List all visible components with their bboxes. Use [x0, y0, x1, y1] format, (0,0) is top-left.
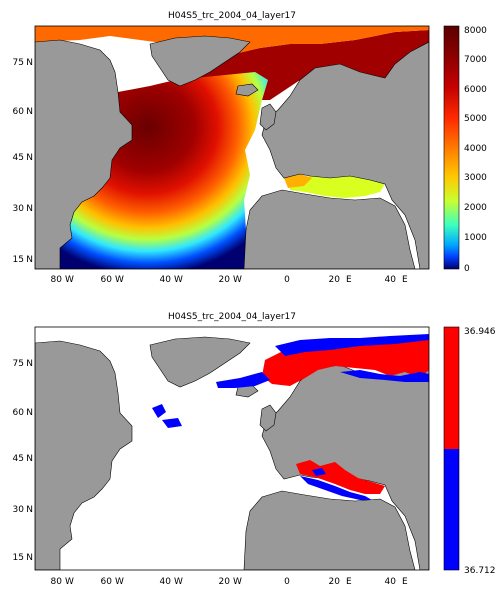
svg-text:N: N [26, 255, 33, 265]
panel-bottom: H04S5_trc_2004_04_layer17 7 [13, 312, 496, 587]
lon-label-20e: 20 [329, 275, 341, 285]
tracer-field-atlantic [60, 72, 268, 269]
colorbar-upper [444, 327, 459, 449]
land-europe [261, 41, 429, 269]
lon-labels: 80 W 60 W 40 W 20 W 0 20 E 40 E [51, 577, 408, 587]
land-iceland [235, 83, 259, 97]
lon-label-0: 0 [284, 275, 290, 285]
lon-label-0: 0 [284, 577, 290, 587]
panel-title: H04S5_trc_2004_04_layer17 [168, 11, 296, 21]
colorbar-gradient [443, 25, 460, 270]
cells-arctic-blue [216, 334, 429, 388]
map-frame [34, 326, 430, 571]
tracer-field-gibraltar [284, 174, 312, 188]
colorbar-tick: 36.946 [464, 327, 496, 337]
colorbar-tick: 7000 [464, 55, 487, 65]
colorbar-tick: 2000 [464, 203, 487, 213]
colorbar-tick: 36.712 [464, 566, 496, 576]
svg-text:N: N [26, 553, 33, 563]
lat-label-60: 60 [13, 107, 25, 117]
lat-labels: 75 N 60 N 45 N 30 N 15 N [13, 359, 33, 563]
svg-text:N: N [26, 58, 33, 68]
map-area [35, 327, 429, 570]
lat-label-45: 45 [13, 153, 24, 163]
land-north-america [35, 39, 133, 269]
lon-labels: 80 W 60 W 40 W 20 W 0 20 E 40 E [51, 275, 408, 285]
lat-label-75: 75 [13, 359, 24, 369]
svg-text:E: E [346, 275, 352, 285]
colorbar-tick: 6000 [464, 85, 487, 95]
land-greenland [149, 336, 251, 388]
colorbar-tick: 5000 [464, 114, 487, 124]
lat-label-60: 60 [13, 408, 25, 418]
lon-label-20w: 20 [219, 577, 231, 587]
land-british-isles [259, 103, 277, 131]
lon-label-40e: 40 [385, 275, 397, 285]
svg-text:W: W [233, 275, 242, 285]
svg-text:W: W [233, 577, 242, 587]
svg-text:W: W [115, 275, 124, 285]
lat-label-30: 30 [13, 204, 25, 214]
svg-text:N: N [26, 454, 33, 464]
land-greenland [149, 35, 251, 87]
lon-label-60w: 60 [101, 577, 113, 587]
lat-labels: 75 N 60 N 45 N 30 N 15 N [13, 58, 33, 265]
lat-label-30: 30 [13, 505, 25, 515]
threshold-cells [152, 334, 429, 500]
svg-text:N: N [26, 107, 33, 117]
colorbar-frame [443, 326, 460, 571]
land-north-america [35, 340, 133, 570]
lat-label-15: 15 [13, 553, 24, 563]
panel-title: H04S5_trc_2004_04_layer17 [168, 312, 296, 322]
lon-label-20e: 20 [329, 577, 341, 587]
map-frame [34, 25, 430, 270]
svg-text:W: W [174, 577, 183, 587]
svg-text:N: N [26, 153, 33, 163]
lon-label-40w: 40 [160, 577, 172, 587]
lon-label-40e: 40 [385, 577, 397, 587]
svg-text:W: W [65, 577, 74, 587]
cells-labrador-blue [152, 404, 182, 428]
tracer-field-mediterranean [290, 176, 385, 198]
svg-text:N: N [26, 204, 33, 214]
svg-text:E: E [402, 275, 408, 285]
lat-label-15: 15 [13, 255, 24, 265]
svg-text:W: W [115, 577, 124, 587]
colorbar-tick: 1000 [464, 233, 487, 243]
cells-med-blue [300, 468, 372, 500]
colorbar-tick: 3000 [464, 173, 487, 183]
map-area [35, 26, 429, 269]
colorbar-tick: 8000 [464, 26, 487, 36]
land-british-isles [259, 404, 277, 432]
lon-label-40w: 40 [160, 275, 172, 285]
colorbar-tick: 0 [464, 264, 470, 274]
svg-text:E: E [346, 577, 352, 587]
svg-text:N: N [26, 408, 33, 418]
land-africa [243, 189, 416, 269]
cells-med-red [296, 460, 385, 494]
lat-label-45: 45 [13, 454, 24, 464]
lon-label-60w: 60 [101, 275, 113, 285]
svg-text:N: N [26, 359, 33, 369]
lon-label-80w: 80 [51, 275, 63, 285]
colorbar-lower [444, 449, 459, 570]
svg-text:W: W [174, 275, 183, 285]
tracer-field-nordic [175, 30, 429, 100]
colorbar-tick: 4000 [464, 144, 487, 154]
colorbar-bottom: 36.946 36.712 [443, 326, 496, 576]
lon-label-80w: 80 [51, 577, 63, 587]
svg-text:N: N [26, 505, 33, 515]
svg-text:W: W [65, 275, 74, 285]
colorbar-top: 8000 7000 6000 5000 4000 3000 2000 1000 … [443, 25, 487, 274]
panel-top: H04S5_trc_2004_04_layer17 75 [13, 11, 488, 285]
svg-text:E: E [402, 577, 408, 587]
lon-label-20w: 20 [219, 275, 231, 285]
lat-label-75: 75 [13, 58, 24, 68]
